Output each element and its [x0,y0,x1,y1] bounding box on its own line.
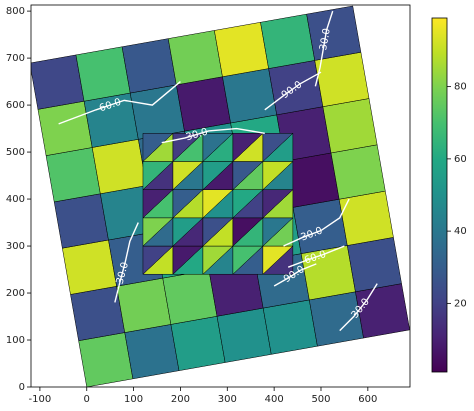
mesh-cell [262,299,318,355]
mesh-cell [216,307,272,363]
y-tick-label: 100 [6,335,25,346]
contour-line [264,71,322,111]
mesh-cell [31,54,85,110]
mesh-cell [222,68,278,124]
y-tick-label: 700 [6,53,25,64]
mesh-cell [78,332,134,387]
mesh-cell [121,38,177,94]
tri-cell [262,133,294,163]
y-tick-label: 400 [6,194,25,205]
mesh-cell [91,139,147,195]
mesh-cell [176,76,231,132]
contour-label: 30.0 [318,27,333,51]
axes-frame [30,4,411,388]
x-tick-label: 400 [265,394,284,405]
mesh-cell [116,277,172,333]
contour-line [58,81,181,125]
mesh-cell [129,84,185,140]
colorbar-tick-label: 80 [454,82,467,93]
mesh-cell [124,324,180,380]
y-tick-label: 600 [6,100,25,111]
mesh-cell [170,315,226,371]
mesh-cell [306,5,362,61]
tri-cell [232,133,264,163]
plot-area: 60.030.090.030.030.060.090.030.030.0 [31,5,410,387]
y-tick-label: 800 [6,6,25,17]
colorbar [431,17,448,373]
colorbar-tick-label: 40 [454,226,467,237]
mesh-cell [338,190,394,246]
mesh-cell [167,30,223,86]
contour-line [273,263,317,287]
mesh-cell [62,239,117,295]
tri-cell [172,133,204,163]
x-tick-label: -100 [29,394,52,405]
contour-line [161,127,265,144]
y-tick-label: 200 [6,288,25,299]
x-tick-label: 500 [311,394,330,405]
mesh-cell [214,22,269,78]
colorbar-tick-label: 60 [454,154,467,165]
x-tick-label: 100 [124,394,143,405]
mesh-cell [330,144,386,200]
y-tick-label: 300 [6,241,25,252]
x-tick-label: 600 [358,394,377,405]
mesh-cell [260,13,316,69]
y-tick-label: 0 [19,382,25,393]
mesh-cell [53,193,109,249]
y-tick-label: 500 [6,147,25,158]
mesh-cell [314,51,370,107]
colorbar-tick-label: 20 [454,298,467,309]
x-tick-label: 0 [84,394,90,405]
contour-line [339,283,378,332]
tri-cell [202,133,234,163]
contour-line [114,222,139,303]
x-tick-label: 200 [171,394,190,405]
tri-cell [142,133,174,163]
mesh-cell [347,237,402,293]
mesh-cell [45,147,101,203]
mesh-cell [162,269,218,325]
mesh-cell [75,46,131,102]
x-tick-label: 300 [218,394,237,405]
mesh-cell [37,100,93,156]
contour-line [283,198,350,247]
contour-line [287,245,345,268]
mesh-cell [322,98,378,154]
